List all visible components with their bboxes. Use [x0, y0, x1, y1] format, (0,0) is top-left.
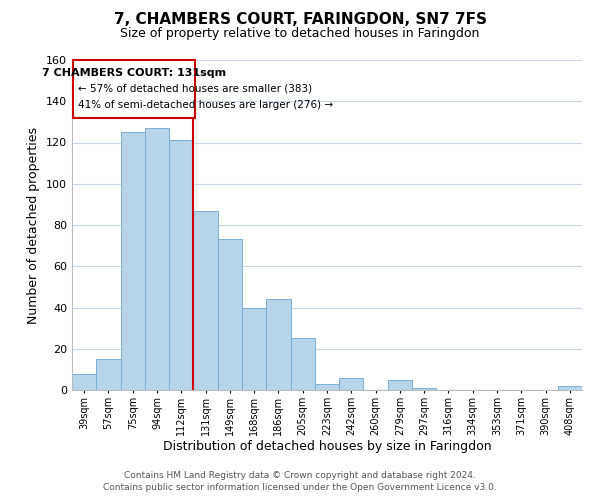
Text: ← 57% of detached houses are smaller (383): ← 57% of detached houses are smaller (38… [78, 84, 312, 94]
Bar [72, 374, 96, 390]
Bar [121, 132, 145, 390]
Y-axis label: Number of detached properties: Number of detached properties [28, 126, 40, 324]
Bar [145, 128, 169, 390]
Bar [266, 299, 290, 390]
Bar [218, 240, 242, 390]
Bar [96, 359, 121, 390]
Bar [388, 380, 412, 390]
Bar [242, 308, 266, 390]
Bar [290, 338, 315, 390]
Bar [315, 384, 339, 390]
Text: Size of property relative to detached houses in Faringdon: Size of property relative to detached ho… [121, 28, 479, 40]
Text: 7 CHAMBERS COURT: 131sqm: 7 CHAMBERS COURT: 131sqm [42, 68, 226, 78]
Bar [169, 140, 193, 390]
X-axis label: Distribution of detached houses by size in Faringdon: Distribution of detached houses by size … [163, 440, 491, 454]
Bar [339, 378, 364, 390]
Bar [412, 388, 436, 390]
Text: Contains HM Land Registry data © Crown copyright and database right 2024.: Contains HM Land Registry data © Crown c… [124, 471, 476, 480]
Text: 41% of semi-detached houses are larger (276) →: 41% of semi-detached houses are larger (… [78, 100, 333, 110]
Bar [193, 210, 218, 390]
Text: Contains public sector information licensed under the Open Government Licence v3: Contains public sector information licen… [103, 484, 497, 492]
FancyBboxPatch shape [73, 60, 194, 118]
Bar [558, 386, 582, 390]
Text: 7, CHAMBERS COURT, FARINGDON, SN7 7FS: 7, CHAMBERS COURT, FARINGDON, SN7 7FS [113, 12, 487, 28]
